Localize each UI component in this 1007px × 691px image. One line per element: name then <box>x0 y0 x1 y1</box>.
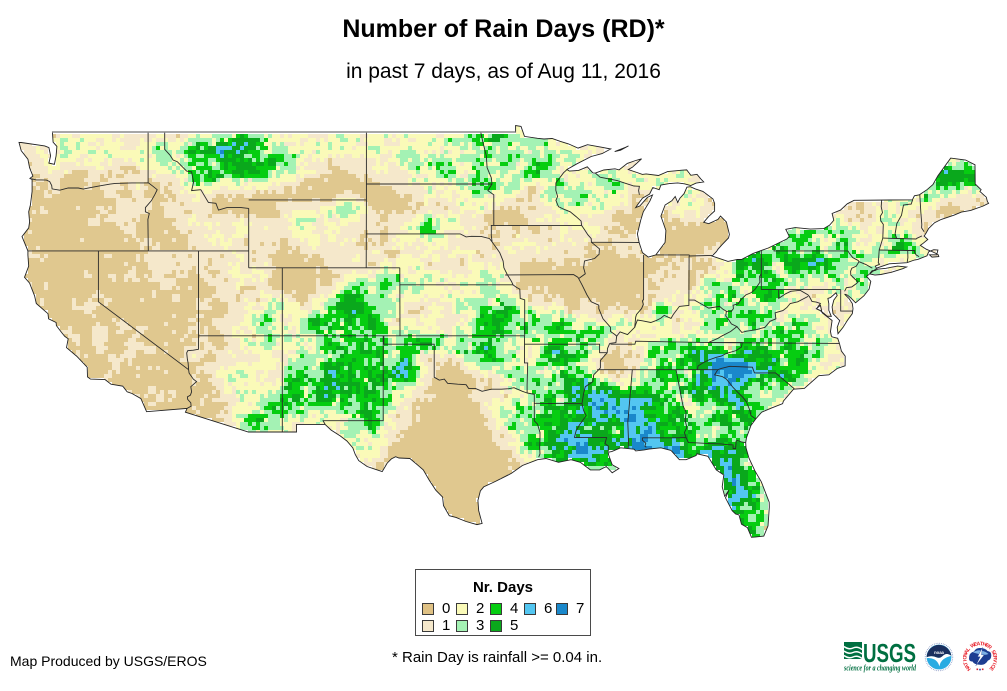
svg-text:R: R <box>991 656 997 660</box>
svg-text:USGS: USGS <box>863 641 916 668</box>
svg-text:O: O <box>963 655 969 660</box>
svg-text:science for a changing world: science for a changing world <box>843 664 916 673</box>
svg-text:L: L <box>965 646 972 653</box>
svg-text:S: S <box>990 649 997 655</box>
svg-text:C: C <box>989 663 996 669</box>
svg-text:E: E <box>973 641 979 648</box>
svg-text:E: E <box>991 652 997 657</box>
svg-text:A: A <box>964 649 971 655</box>
svg-text:I: I <box>991 662 997 666</box>
svg-text:W: W <box>969 642 976 650</box>
svg-text:R: R <box>986 644 993 651</box>
svg-text:H: H <box>982 641 988 648</box>
svg-text:noaa: noaa <box>934 650 944 655</box>
svg-text:A: A <box>976 641 981 647</box>
svg-text:T: T <box>980 641 985 647</box>
svg-text:N: N <box>963 652 969 657</box>
svg-text:V: V <box>991 658 997 663</box>
svg-text:N: N <box>965 665 972 672</box>
svg-text:E: E <box>987 665 994 672</box>
svg-text:I: I <box>963 659 969 662</box>
svg-text:A: A <box>964 663 971 669</box>
svg-text:E: E <box>984 643 990 650</box>
svg-text:T: T <box>963 660 969 666</box>
